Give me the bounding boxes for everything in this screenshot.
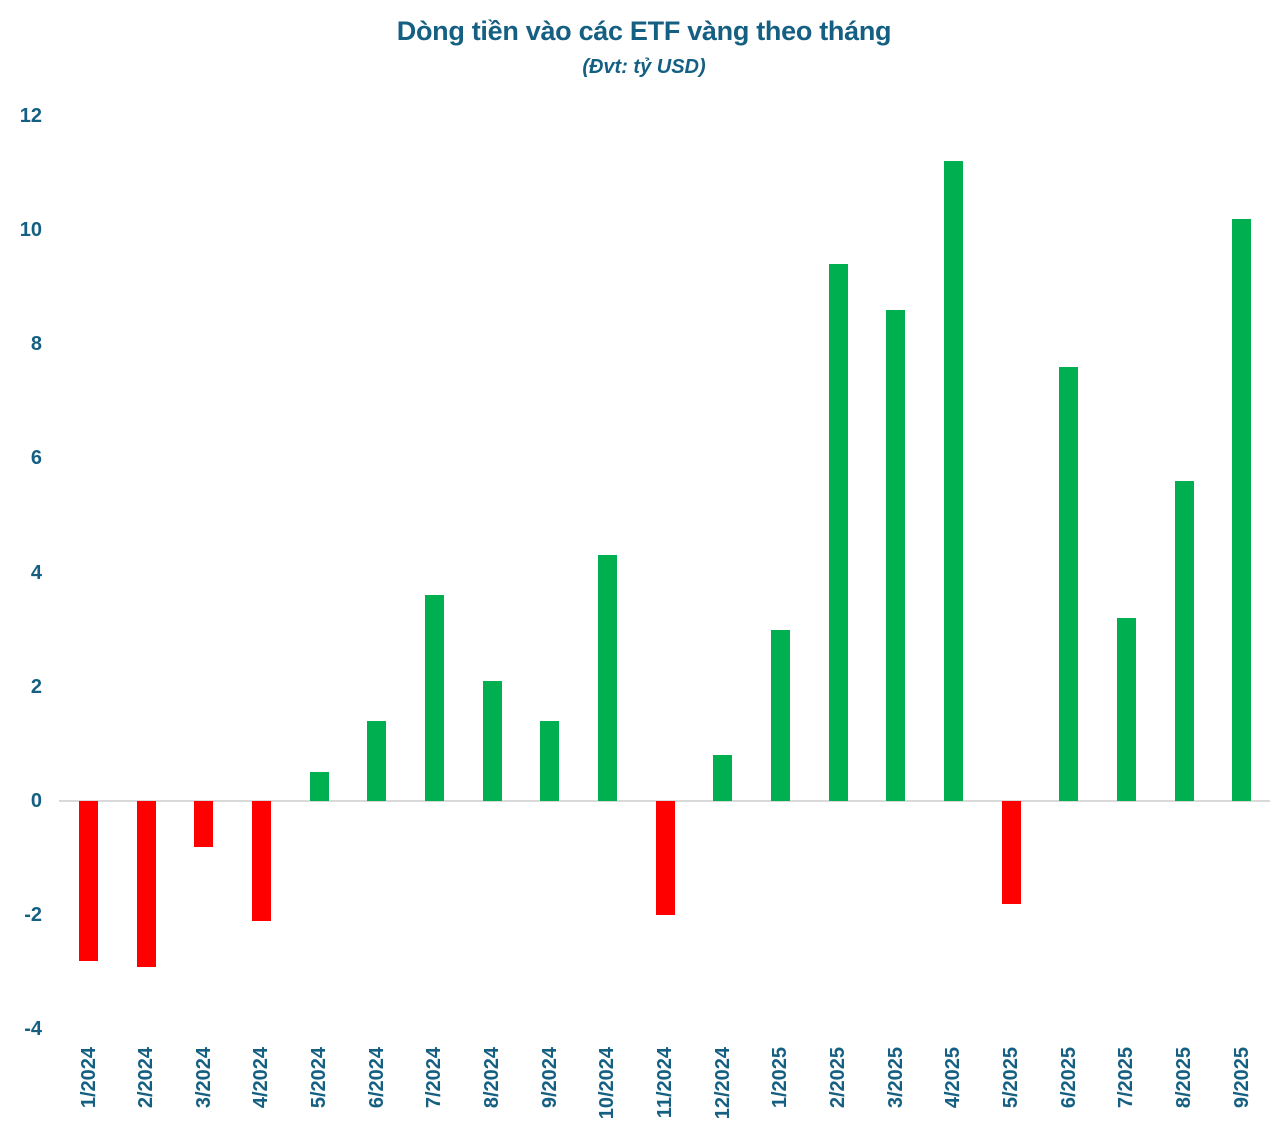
bar-9-2024 [540,721,560,801]
bar-2-2025 [828,264,848,801]
bar-5-2025 [1001,801,1021,904]
x-axis-tick-label: 7/2024 [423,1047,446,1109]
x-axis-tick-label: 5/2025 [1000,1047,1023,1109]
y-axis-tick-label: 12 [19,104,42,127]
x-axis-tick-label: 7/2025 [1115,1047,1138,1109]
bar-2-2024 [136,801,156,967]
x-axis-tick-label: 1/2025 [769,1047,792,1109]
bar-1-2025 [770,629,790,801]
bar-10-2024 [597,555,617,801]
bar-4-2024 [251,801,271,921]
y-axis-tick-label: 0 [30,790,42,812]
y-axis-tick-label: 2 [30,675,42,698]
x-axis-tick-label: 3/2025 [884,1047,907,1109]
x-axis-tick-label: 11/2024 [654,1047,677,1119]
bar-6-2024 [367,721,387,801]
x-axis-tick-label: 3/2024 [192,1047,215,1109]
bar-9-2025 [1232,218,1252,801]
bar-7-2025 [1116,618,1136,801]
x-axis-tick-label: 2/2025 [827,1047,850,1109]
bar-3-2024 [194,801,214,847]
chart-title: Dòng tiền vào các ETF vàng theo tháng [396,16,892,46]
x-axis-tick-label: 10/2024 [596,1047,619,1120]
chart-subtitle: (Đvt: tỷ USD) [582,56,706,78]
x-axis-tick-label: 1/2024 [77,1047,100,1109]
x-axis-tick-label: 12/2024 [711,1047,734,1120]
x-axis-tick-label: 6/2024 [365,1047,388,1109]
bar-7-2024 [424,595,444,801]
y-axis-tick-label: 10 [19,219,42,241]
x-axis-tick-label: 2/2024 [135,1047,158,1109]
y-axis-tick-label: -2 [24,904,42,927]
y-axis-tick-label: 4 [30,561,42,584]
bar-8-2024 [482,681,502,801]
x-axis-tick-label: 4/2024 [250,1047,273,1109]
x-axis-tick-label: 8/2025 [1173,1047,1196,1109]
bar-1-2024 [79,801,98,961]
bar-4-2025 [943,161,963,801]
y-axis-tick-label: -4 [24,1018,42,1041]
bar-6-2025 [1059,367,1079,801]
bar-12-2024 [713,755,733,801]
x-axis-tick-label: 4/2025 [942,1047,965,1109]
bar-11-2024 [655,801,675,916]
x-axis-tick-label: 9/2024 [538,1047,561,1109]
y-axis-tick-label: 8 [30,333,42,356]
x-axis-tick-label: 6/2025 [1057,1047,1080,1109]
x-axis-tick-label: 8/2024 [481,1047,504,1109]
bar-3-2025 [886,309,906,801]
y-axis-tick-label: 6 [30,447,42,470]
x-axis-tick-label: 5/2024 [308,1047,331,1109]
bar-5-2024 [309,772,329,801]
x-axis-tick-label: 9/2025 [1230,1047,1253,1109]
bar-8-2025 [1174,481,1194,801]
